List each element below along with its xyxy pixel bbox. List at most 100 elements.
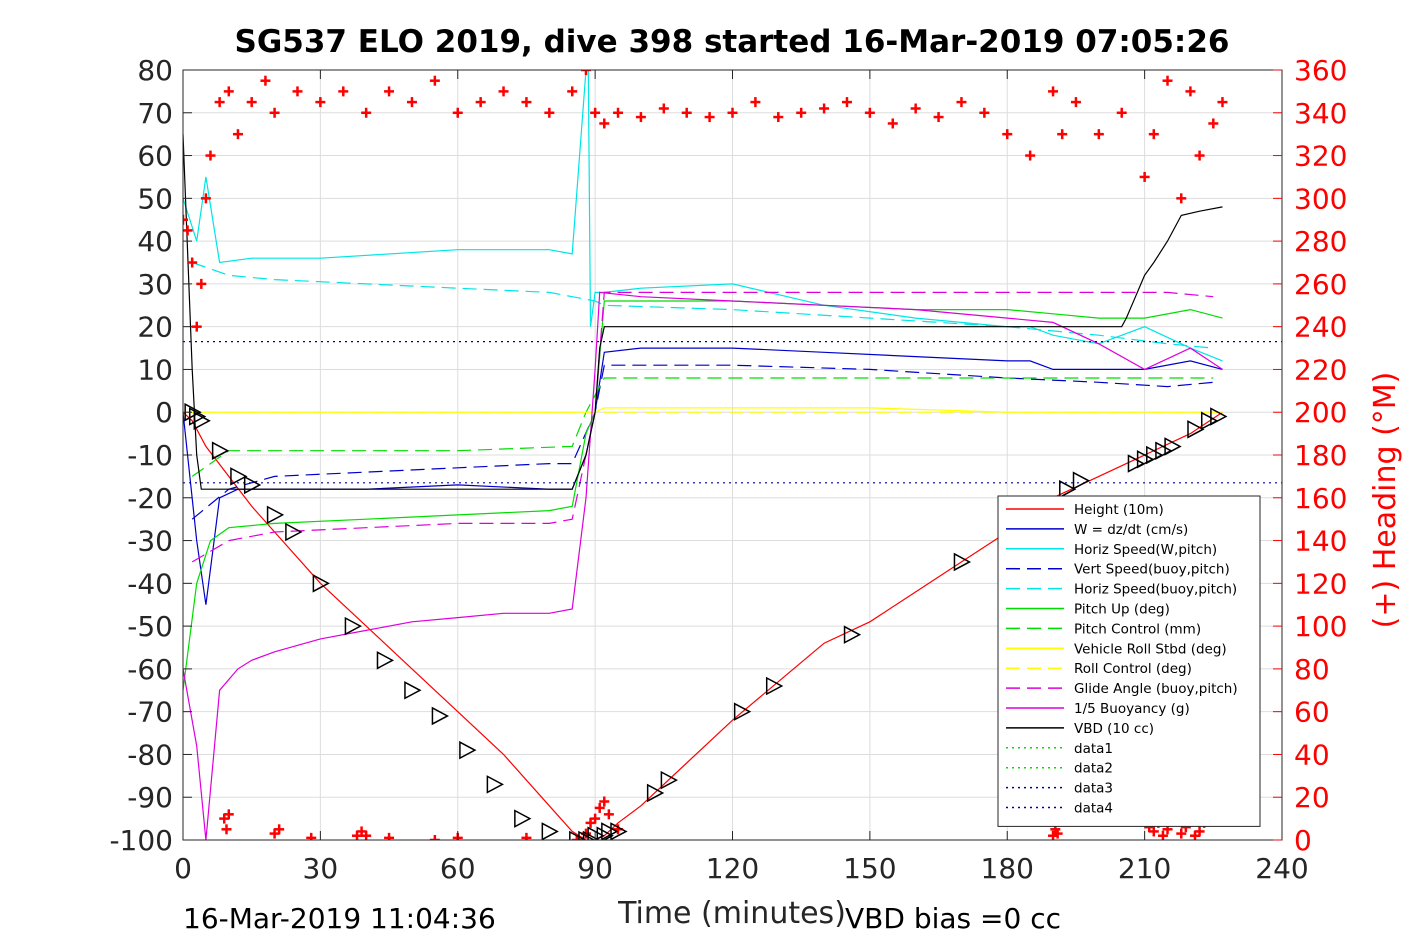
heading-point [819,103,830,114]
depth-marker [1146,445,1164,465]
heading-point [1148,826,1159,837]
y-right-tick-label: 40 [1294,738,1330,771]
footer-timestamp: 16-Mar-2019 11:04:36 [183,902,496,935]
heading-point [246,97,257,108]
legend-label: W = dz/dt (cm/s) [1074,522,1188,538]
heading-point [1116,107,1127,118]
x-tick-label: 30 [303,852,339,885]
depth-marker [953,552,972,572]
depth-marker [1210,407,1228,426]
heading-point [773,112,784,123]
legend-label: Pitch Control (mm) [1074,621,1201,637]
y-tick-label: 60 [137,140,173,173]
depth-marker [610,822,628,840]
heading-point [580,70,591,75]
y-tick-label: -10 [127,439,173,472]
legend-label: Roll Control (deg) [1074,661,1192,677]
depth-marker [1072,471,1091,490]
x-tick-label: 120 [706,852,759,885]
y-tick-label: -20 [127,482,173,515]
heading-point [315,97,326,108]
depth-marker [1164,437,1182,456]
heading-point [187,257,198,268]
heading-point [1194,150,1205,161]
y-right-tick-label: 340 [1294,97,1347,130]
heading-point [864,107,875,118]
heading-point [452,107,463,118]
heading-point [429,835,440,840]
y-right-tick-label: 200 [1294,396,1347,429]
heading-point [269,107,280,118]
y-right-tick-label: 20 [1294,781,1330,814]
y-tick-label: -50 [127,610,173,643]
heading-point [191,321,202,332]
legend-label: data3 [1074,781,1113,797]
footer-vbd-bias: VBD bias =0 cc [845,902,1061,935]
heading-point [1139,171,1150,182]
depth-marker [514,809,532,828]
heading-point [361,107,372,118]
y-tick-label: -70 [127,696,173,729]
heading-point [223,809,234,820]
heading-point [221,824,232,835]
heading-point [571,835,582,840]
y-tick-label: 10 [137,353,173,386]
y-tick-label: 40 [137,225,173,258]
y-right-tick-label: 160 [1294,482,1347,515]
legend-label: Vehicle Roll Stbd (deg) [1074,641,1227,657]
heading-point [1157,830,1168,840]
heading-point [1185,86,1196,97]
heading-point [183,225,193,236]
heading-point [841,97,852,108]
depth-marker [646,783,665,803]
y-right-tick-label: 180 [1294,439,1347,472]
heading-point [1025,150,1036,161]
legend-label: data4 [1074,801,1113,817]
legend-label: Vert Speed(buoy,pitch) [1074,562,1230,578]
series-line-vbd-10-cc [183,134,1223,490]
x-tick-label: 210 [1118,852,1171,885]
depth-marker [541,822,559,840]
series-line-pitch-control-mm [191,377,1214,477]
depth-marker [582,830,601,840]
series-line-horiz-speed-buoy-pitch [192,261,1214,349]
x-tick-label: 240 [1255,852,1308,885]
heading-point [1217,97,1228,108]
depth-marker [1059,479,1077,499]
heading-point [956,97,967,108]
y-tick-label: 80 [137,54,173,87]
y-tick-label: -90 [127,781,173,814]
y-tick-label: -80 [127,738,173,771]
heading-point [223,86,234,97]
legend-label: Horiz Speed(W,pitch) [1074,542,1217,558]
heading-point [594,802,605,813]
heading-point [1162,75,1173,86]
legend-label: data1 [1074,741,1113,757]
legend-label: Height (10m) [1074,502,1164,518]
y-right-tick-label: 240 [1294,311,1347,344]
heading-point [384,832,395,840]
y-right-tick-label: 100 [1294,610,1347,643]
heading-point [196,278,207,289]
depth-marker [765,676,784,696]
series-line-w-dz-dt-cm-s [183,347,1223,605]
depth-marker [843,625,862,644]
heading-point [1057,129,1068,140]
heading-point [260,75,271,86]
y-tick-label: 50 [137,182,173,215]
depth-marker [243,475,262,495]
heading-point [658,103,669,114]
heading-point [603,809,614,820]
legend: Height (10m) W = dz/dt (cm/s) Horiz Speed(… [997,495,1261,827]
heading-point [521,97,532,108]
x-axis-label: Time (minutes) [617,896,846,931]
y-right-tick-label: 280 [1294,225,1347,258]
depth-marker [1136,450,1155,469]
heading-point [475,97,486,108]
legend-label: VBD (10 cc) [1074,721,1154,737]
y-right-tick-label: 120 [1294,567,1347,600]
depth-marker [188,407,207,426]
heading-point [1002,129,1013,140]
heading-point [727,107,738,118]
